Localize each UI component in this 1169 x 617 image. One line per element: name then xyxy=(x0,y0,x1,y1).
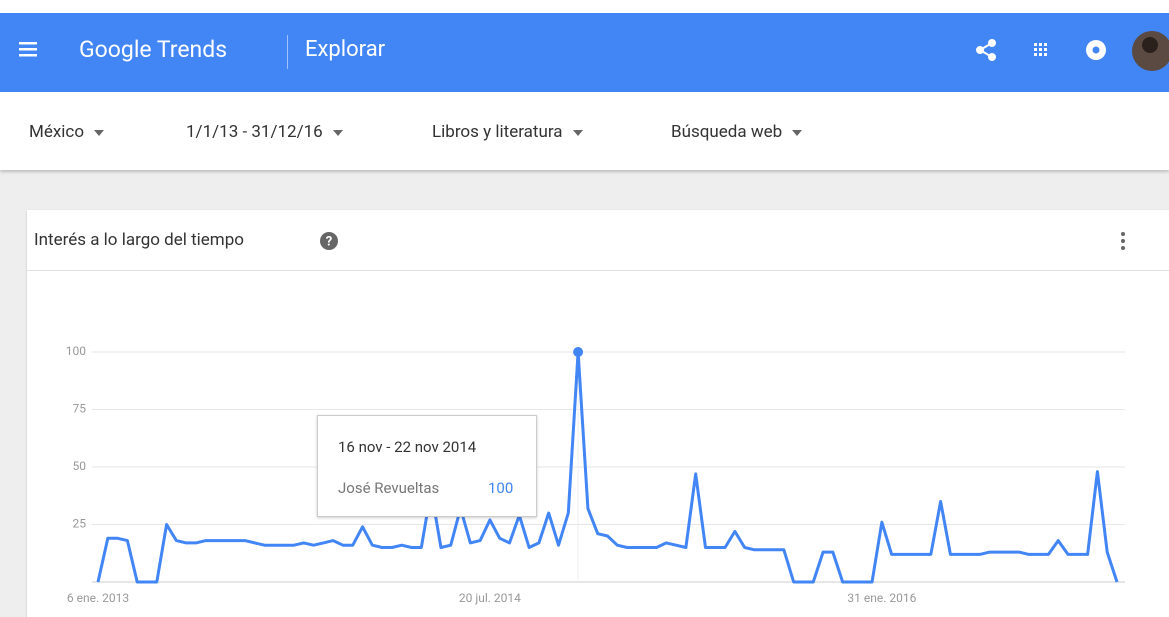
tooltip-value: 100 xyxy=(488,479,513,497)
x-tick-label: 31 ene. 2016 xyxy=(847,591,916,605)
x-tick-label: 20 jul. 2014 xyxy=(459,591,521,605)
tooltip-date: 16 nov - 22 nov 2014 xyxy=(338,438,476,456)
highlight-point xyxy=(573,347,583,357)
chart: 25 50 75 100 6 ene. 2013 20 jul. 2014 31 ene. … xyxy=(0,0,1169,617)
y-tick-label: 100 xyxy=(66,344,86,358)
tooltip-series: José Revueltas xyxy=(338,479,439,497)
y-tick-label: 25 xyxy=(73,517,87,531)
page: Google Trends Explorar México 1/1/13 - 3… xyxy=(0,0,1169,617)
y-tick-label: 50 xyxy=(73,459,87,473)
y-tick-label: 75 xyxy=(73,402,87,416)
x-tick-label: 6 ene. 2013 xyxy=(67,591,129,605)
tooltip: 16 nov - 22 nov 2014 José Revueltas 100 xyxy=(317,415,537,517)
